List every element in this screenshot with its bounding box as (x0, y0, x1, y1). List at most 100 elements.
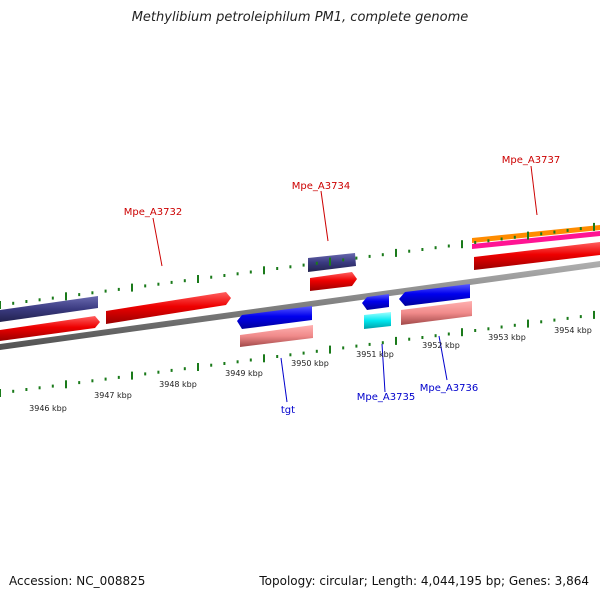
upper-tick-major (593, 222, 595, 231)
lower-tick-minor (579, 315, 582, 319)
lower-tick-minor (302, 351, 305, 355)
lower-tick-minor (421, 336, 424, 339)
gene-label-mpe-a3737: Mpe_A3737 (502, 155, 560, 166)
scale-label-3951: 3951 kbp (356, 350, 394, 359)
upper-tick-minor (487, 239, 490, 243)
leader-line-mpe-a3734 (320, 190, 329, 242)
scale-label-3953: 3953 kbp (488, 333, 526, 342)
upper-tick-minor (540, 232, 543, 236)
upper-tick-major (461, 240, 463, 249)
upper-tick-minor (368, 254, 371, 258)
gene-feature-cyan-mpe-a3735 (364, 312, 391, 329)
lower-tick-minor (104, 377, 107, 381)
genome-title: Methylibium petroleiphilum PM1, complete… (131, 10, 469, 25)
lower-tick-major (65, 380, 67, 389)
accession-text: Accession: NC_008825 (9, 574, 146, 588)
lower-tick-minor (25, 388, 28, 391)
lower-tick-minor (553, 318, 556, 322)
gene-arrow-mpe-a3732 (106, 292, 231, 324)
lower-tick-minor (408, 337, 411, 341)
leader-line-mpe-a3736 (438, 335, 448, 381)
gene-arrow-red-left (0, 316, 100, 341)
upper-tick-major (527, 231, 529, 240)
lower-tick-minor (487, 327, 490, 331)
upper-tick-minor (38, 298, 41, 302)
leader-line-mpe-a3737 (530, 165, 538, 216)
lower-tick-minor (78, 381, 81, 385)
upper-tick-minor (381, 253, 384, 257)
gene-arrow-tgt (237, 306, 312, 329)
upper-tick-row (0, 222, 595, 309)
upper-tick-minor (447, 244, 450, 248)
upper-tick-minor (183, 279, 186, 283)
gene-feature-magenta-mpe-a3737 (472, 231, 600, 249)
upper-tick-minor (289, 265, 292, 269)
upper-tick-minor (579, 227, 582, 231)
scale-label-3948: 3948 kbp (159, 380, 197, 389)
lower-tick-major (197, 363, 199, 371)
scale-label-3949: 3949 kbp (225, 369, 263, 378)
upper-tick-minor (78, 293, 81, 297)
leader-line-mpe-a3732 (152, 217, 163, 267)
upper-tick-major (0, 301, 1, 309)
upper-tick-minor (51, 296, 54, 300)
upper-tick-minor (408, 249, 411, 253)
upper-tick-minor (144, 284, 147, 288)
lower-tick-minor (540, 320, 543, 324)
lower-tick-minor (500, 325, 503, 329)
lower-tick-major (527, 319, 529, 328)
gene-feature-purple-left (0, 296, 98, 322)
lower-tick-minor (368, 342, 371, 346)
lower-tick-minor (223, 362, 226, 365)
lower-tick-minor (91, 379, 94, 383)
upper-tick-major (131, 283, 133, 292)
upper-tick-minor (513, 235, 516, 239)
lower-tick-minor (210, 363, 213, 367)
lower-tick-minor (342, 346, 345, 350)
lower-tick-major (395, 336, 397, 345)
lower-tick-minor (12, 389, 15, 393)
lower-tick-minor (315, 349, 318, 353)
upper-tick-minor (91, 291, 94, 295)
lower-tick-minor (51, 384, 54, 388)
gene-feature-purple-mpe-a3734 (308, 253, 356, 272)
lower-tick-minor (236, 360, 239, 364)
upper-tick-minor (421, 248, 424, 251)
lower-tick-minor (381, 341, 384, 345)
lower-tick-major (0, 389, 1, 397)
gene-label-mpe-a3735: Mpe_A3735 (357, 392, 415, 403)
gene-label-mpe-a3732: Mpe_A3732 (124, 207, 182, 218)
leader-line-tgt (280, 357, 288, 403)
lower-tick-minor (144, 372, 147, 376)
lower-tick-minor (117, 375, 120, 379)
upper-tick-minor (553, 230, 556, 234)
upper-tick-major (329, 257, 331, 266)
lower-tick-major (593, 310, 595, 319)
lower-tick-minor (566, 316, 569, 320)
upper-tick-major (197, 275, 199, 283)
lower-tick-minor (434, 334, 437, 338)
scale-label-3952: 3952 kbp (422, 341, 460, 350)
gene-label-mpe-a3734: Mpe_A3734 (292, 181, 350, 192)
lower-tick-minor (170, 368, 173, 372)
lower-tick-row (0, 310, 595, 397)
upper-tick-minor (25, 300, 28, 303)
scale-label-3947: 3947 kbp (94, 391, 132, 400)
upper-tick-minor (355, 256, 358, 260)
upper-tick-major (263, 266, 265, 275)
gene-arrow-mpe-a3736 (399, 284, 470, 306)
lower-tick-minor (183, 367, 186, 371)
gene-label-mpe-a3736: Mpe_A3736 (420, 383, 478, 394)
lower-tick-minor (513, 323, 516, 327)
upper-tick-minor (236, 272, 239, 276)
gene-feature-pink-mpe-a3736 (401, 301, 472, 325)
lower-tick-major (131, 371, 133, 380)
lower-tick-minor (355, 344, 358, 348)
upper-tick-minor (500, 237, 503, 241)
upper-tick-minor (12, 301, 15, 305)
upper-tick-minor (157, 282, 160, 286)
gene-arrow-mpe-a3734 (310, 272, 357, 291)
upper-tick-minor (223, 274, 226, 277)
upper-tick-minor (170, 280, 173, 284)
